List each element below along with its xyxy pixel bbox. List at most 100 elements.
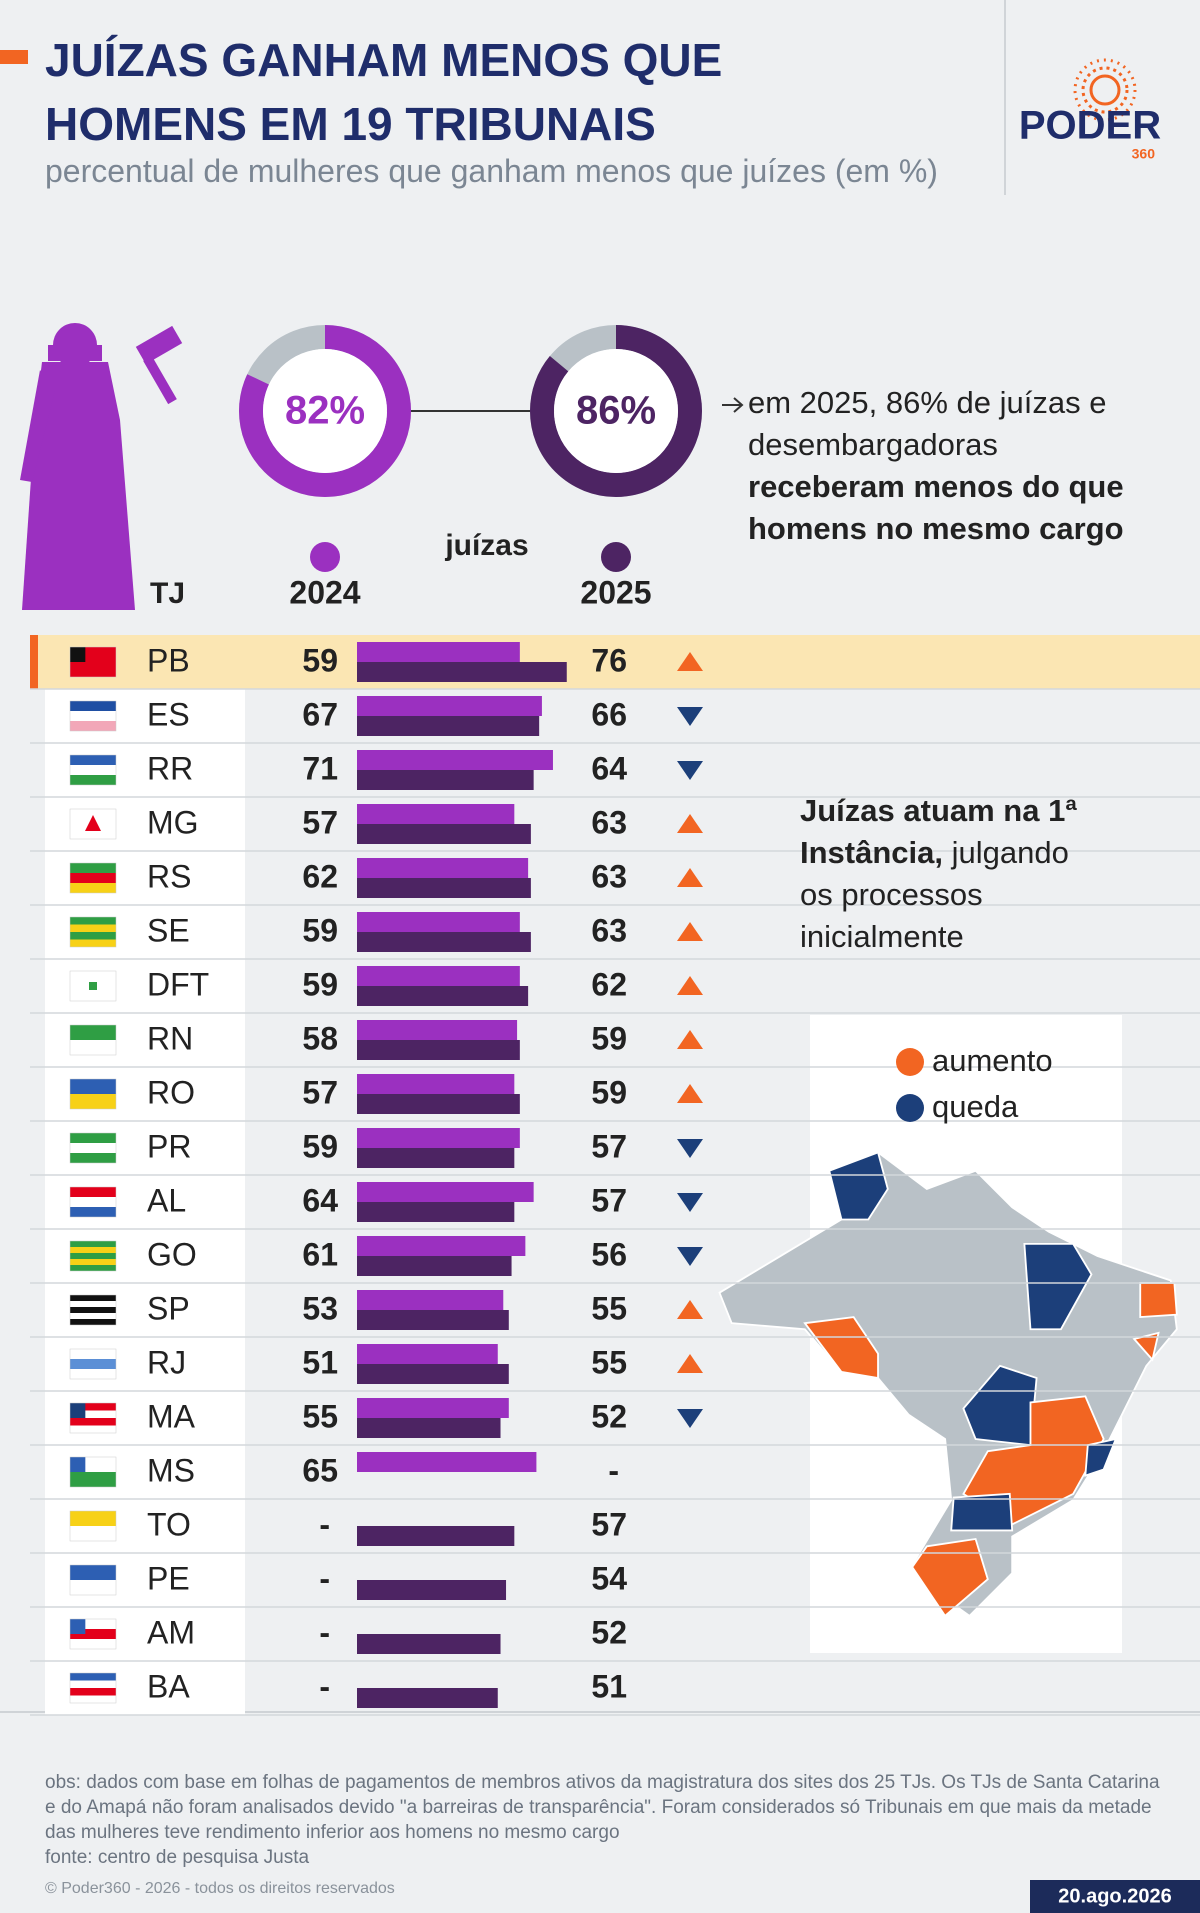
flag xyxy=(70,755,116,765)
trend-arrow xyxy=(677,1193,703,1212)
bar xyxy=(357,1310,509,1330)
flag xyxy=(70,711,116,721)
value-label: 59 xyxy=(302,642,338,678)
bar xyxy=(357,1020,518,1040)
flag xyxy=(70,1247,116,1253)
trend-arrow xyxy=(677,1409,703,1428)
donut-arc xyxy=(239,325,411,497)
value-label: 53 xyxy=(302,1290,338,1326)
value-label: 62 xyxy=(302,858,338,894)
legend-dot xyxy=(601,542,631,572)
bar xyxy=(357,1398,509,1418)
value-label: 51 xyxy=(591,1668,627,1704)
flag-border xyxy=(69,1078,117,1110)
bar xyxy=(357,716,540,736)
value-label: 56 xyxy=(591,1236,627,1272)
bar xyxy=(357,1128,520,1148)
value-label: 57 xyxy=(591,1128,627,1164)
flag xyxy=(70,1313,116,1319)
donut-arc xyxy=(530,325,702,497)
legend-dot xyxy=(310,542,340,572)
flag xyxy=(70,1619,86,1634)
value-label: 57 xyxy=(302,804,338,840)
flag-border xyxy=(69,1186,117,1218)
value-label: 66 xyxy=(591,696,627,732)
flag-border xyxy=(69,862,117,894)
category-header: TJ xyxy=(150,577,185,610)
map-legend-label: aumento xyxy=(932,1043,1053,1078)
trend-arrow xyxy=(677,761,703,780)
flag xyxy=(70,1580,116,1595)
flag xyxy=(89,982,97,990)
trend-arrow xyxy=(677,868,703,887)
trend-arrow xyxy=(677,1139,703,1158)
category-label: DFT xyxy=(147,966,209,1002)
flag-border xyxy=(69,808,117,840)
flag xyxy=(85,815,101,831)
value-label: 55 xyxy=(591,1344,627,1380)
value-label: 76 xyxy=(591,642,627,678)
bar xyxy=(357,1344,498,1364)
missing-label: - xyxy=(319,1668,330,1704)
category-label: RN xyxy=(147,1020,193,1056)
flag xyxy=(70,1040,116,1055)
flag xyxy=(70,1418,116,1426)
category-label: SP xyxy=(147,1290,190,1326)
flag-border xyxy=(69,646,117,678)
flag xyxy=(70,1688,116,1696)
flag xyxy=(70,1153,116,1163)
flag xyxy=(70,1425,116,1433)
flag-border xyxy=(69,916,117,948)
trend-arrow xyxy=(677,922,703,941)
value-label: 63 xyxy=(591,858,627,894)
flag xyxy=(70,1695,116,1703)
value-label: 62 xyxy=(591,966,627,1002)
value-label: 59 xyxy=(302,1128,338,1164)
donut-hole xyxy=(554,349,678,473)
flag xyxy=(70,1079,116,1094)
category-label: MA xyxy=(147,1398,196,1434)
map-legend-dot xyxy=(896,1048,924,1076)
bar xyxy=(357,642,520,662)
value-label: 63 xyxy=(591,912,627,948)
bar xyxy=(357,986,529,1006)
logo-sun xyxy=(1073,58,1137,122)
category-label: AM xyxy=(147,1614,195,1650)
bar xyxy=(357,750,553,770)
bar xyxy=(357,1418,501,1438)
value-label: 71 xyxy=(302,750,338,786)
value-label: 57 xyxy=(302,1074,338,1110)
flag xyxy=(70,1301,116,1307)
bar xyxy=(357,1452,537,1472)
bar xyxy=(357,1074,515,1094)
flag xyxy=(70,1207,116,1217)
category-label: PB xyxy=(147,642,190,678)
flag xyxy=(70,1319,116,1325)
value-label: 65 xyxy=(302,1452,338,1488)
flag xyxy=(70,1359,116,1369)
category-label: MS xyxy=(147,1452,195,1488)
value-label: 59 xyxy=(591,1074,627,1110)
donut-hole xyxy=(263,349,387,473)
flag xyxy=(70,1673,116,1681)
row-highlight-marker xyxy=(30,635,38,689)
bar xyxy=(357,804,515,824)
subtitle: percentual de mulheres que ganham menos … xyxy=(45,153,938,189)
footer-notes: obs: dados com base em folhas de pagamen… xyxy=(45,1770,1175,1870)
bar xyxy=(357,1580,507,1600)
missing-label: - xyxy=(319,1614,330,1650)
map-legend-label: queda xyxy=(932,1089,1019,1124)
flag-border xyxy=(69,1024,117,1056)
callout-bold: receberam menos do que homens no mesmo c… xyxy=(748,469,1124,546)
flag-border xyxy=(69,1510,117,1542)
category-label: ES xyxy=(147,696,190,732)
flag xyxy=(70,1307,116,1313)
flag xyxy=(70,1025,116,1040)
category-label: MG xyxy=(147,804,199,840)
date-box xyxy=(1030,1880,1200,1913)
flag xyxy=(70,1295,116,1301)
bar xyxy=(357,858,529,878)
bar xyxy=(357,1256,512,1276)
